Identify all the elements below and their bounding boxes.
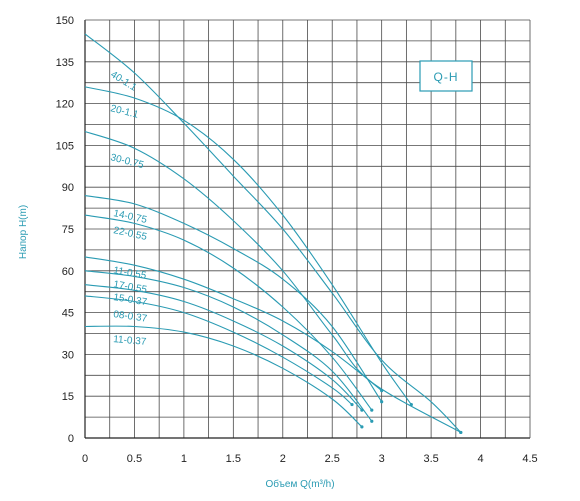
series-line-11-0.55	[84, 256, 383, 392]
chart-title: Q-H	[434, 70, 459, 84]
series-label: 08-0.37	[113, 309, 149, 325]
x-tick-label: 1.5	[226, 453, 241, 465]
series-label: 22-0.55	[112, 225, 148, 243]
x-tick-label: 0	[82, 453, 88, 465]
y-tick-label: 150	[56, 15, 74, 27]
series-endpoint	[380, 400, 384, 404]
series-line-30-0.75	[84, 130, 462, 433]
y-tick-label: 120	[56, 99, 74, 111]
series-endpoint	[350, 402, 354, 407]
series-line-20-1.1	[84, 86, 412, 405]
series-line-15-0.37	[84, 284, 363, 411]
y-tick-label: 135	[56, 57, 74, 69]
y-tick-label: 105	[56, 140, 74, 152]
chart-title-box	[419, 60, 473, 92]
series-label: 11-0.37	[113, 334, 147, 348]
series-line-14-0.75	[84, 195, 383, 403]
x-tick-label: 1	[181, 453, 187, 465]
series-label: 30-0.75	[109, 152, 145, 171]
tick-labels: 0 0.5 1 1.5 2 2.5 3 3.5 4 4.5 0 15 30 45 60 75 90 105 120 1…	[56, 15, 538, 465]
series-endpoint	[360, 408, 364, 412]
series-endpoint	[360, 425, 364, 429]
x-tick-label: 3.5	[423, 453, 438, 465]
series-line-08-0.37	[84, 295, 353, 406]
y-tick-label: 90	[62, 182, 74, 194]
y-axis-title: Напор H(m)	[18, 205, 29, 259]
y-tick-label: 15	[62, 391, 74, 403]
series-label: 14-0.75	[112, 208, 148, 226]
x-tick-label: 3	[379, 453, 385, 465]
series-endpoint	[370, 408, 374, 412]
x-tick-label: 4	[477, 453, 483, 465]
series-endpoint	[380, 389, 384, 393]
x-tick-label: 2	[280, 453, 286, 465]
series-label: 15-0.37	[113, 292, 149, 308]
series-endpoint	[370, 419, 374, 423]
series-line-40-1.1	[84, 33, 462, 433]
x-axis-title: Объем Q(m³/h)	[265, 478, 334, 490]
series-label: 20-1.1	[109, 103, 140, 121]
series-labels: 40-1.120-1.130-0.7514-0.7522-0.5511-0.55…	[108, 69, 148, 348]
y-tick-label: 0	[68, 433, 74, 445]
series-line-22-0.55	[84, 214, 373, 411]
legend: Q-H	[419, 60, 473, 92]
series-line-11-0.37	[84, 325, 363, 428]
series-lines	[84, 33, 463, 435]
y-tick-label: 45	[62, 308, 74, 320]
y-tick-label: 30	[62, 349, 74, 361]
x-tick-label: 4.5	[522, 453, 537, 465]
grid	[85, 20, 530, 438]
y-tick-label: 75	[62, 224, 74, 236]
x-tick-label: 0.5	[127, 453, 142, 465]
series-line-17-0.55	[84, 270, 373, 422]
y-tick-label: 60	[62, 266, 74, 278]
series-endpoint	[459, 430, 463, 435]
axes	[84, 19, 531, 439]
x-tick-label: 2.5	[325, 453, 340, 465]
